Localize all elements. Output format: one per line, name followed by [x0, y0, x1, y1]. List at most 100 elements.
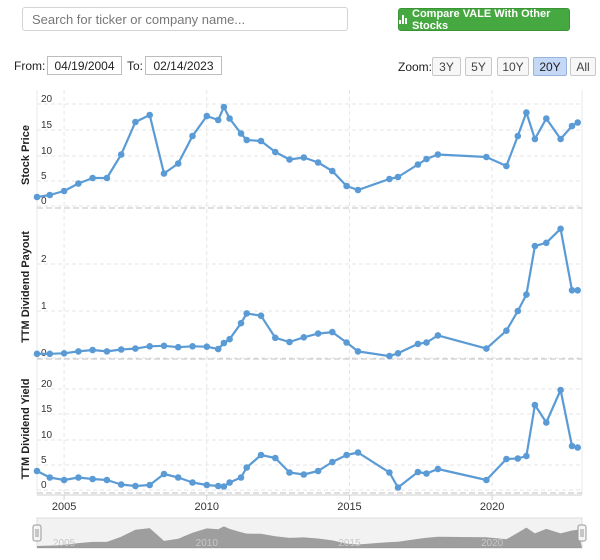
data-point: [160, 342, 168, 350]
compare-stocks-label: Compare VALE With Other Stocks: [412, 7, 551, 32]
navigator-right-handle[interactable]: [577, 524, 587, 542]
bar-chart-icon: [399, 15, 407, 24]
data-point: [243, 464, 250, 471]
data-point: [257, 137, 265, 145]
zoom-all-button[interactable]: All: [570, 57, 596, 76]
data-point: [394, 173, 402, 181]
data-point: [557, 225, 564, 233]
y-tick-label: 0: [41, 480, 47, 491]
data-point: [329, 458, 336, 466]
data-point: [214, 482, 222, 490]
data-point: [574, 444, 581, 451]
data-point: [103, 476, 111, 484]
data-point: [89, 174, 96, 182]
y-tick-label: 2: [41, 254, 47, 265]
search-input[interactable]: [22, 7, 348, 31]
data-point: [103, 174, 111, 182]
y-tick-label: 20: [41, 379, 53, 390]
data-point: [514, 132, 522, 140]
data-point: [354, 449, 362, 456]
y-axis-label: TTM Dividend Payout: [20, 231, 32, 343]
data-point: [314, 330, 322, 337]
data-point: [434, 465, 442, 473]
data-point: [514, 455, 522, 462]
data-point: [523, 452, 530, 460]
navigator-tick-label: 2020: [481, 538, 504, 549]
data-point: [214, 116, 222, 124]
data-point: [343, 339, 350, 346]
data-point: [531, 135, 539, 143]
navigator-series: [37, 526, 582, 548]
y-tick-label: 0: [41, 348, 47, 359]
panel-2: 0 1 2 TTM Dividend Payout: [20, 225, 582, 360]
data-point: [314, 159, 322, 166]
data-point: [160, 470, 168, 478]
data-point: [60, 476, 68, 484]
data-point: [237, 319, 245, 327]
navigator-tick-label: 2005: [53, 538, 76, 549]
data-point: [75, 180, 82, 187]
data-point: [300, 154, 308, 161]
data-point: [543, 419, 550, 426]
data-point: [503, 455, 510, 463]
data-point: [483, 345, 490, 352]
zoom-5y-button[interactable]: 5Y: [465, 57, 492, 76]
data-point: [414, 468, 422, 476]
zoom-3y-button[interactable]: 3Y: [432, 57, 461, 76]
data-point: [423, 470, 430, 477]
zoom-20y-button[interactable]: 20Y: [533, 57, 567, 76]
data-point: [75, 348, 82, 355]
data-point: [483, 476, 490, 484]
data-point: [117, 346, 125, 353]
data-point: [423, 339, 430, 346]
y-tick-label: 20: [41, 94, 53, 105]
navigator-left-handle[interactable]: [32, 524, 42, 542]
data-point: [257, 451, 265, 459]
y-tick-label: 15: [41, 404, 53, 415]
zoom-10y-button[interactable]: 10Y: [497, 57, 529, 76]
data-point: [132, 482, 139, 490]
data-point: [220, 103, 228, 111]
x-tick-label: 2005: [52, 501, 76, 513]
compare-stocks-button[interactable]: Compare VALE With Other Stocks: [398, 7, 570, 32]
data-point: [394, 484, 402, 491]
data-point: [343, 182, 350, 190]
data-point: [523, 109, 530, 116]
data-point: [132, 345, 139, 352]
data-point: [75, 474, 82, 481]
y-tick-label: 5: [41, 455, 47, 466]
data-point: [46, 474, 54, 481]
data-point: [503, 162, 510, 170]
data-point: [146, 481, 153, 489]
data-point: [237, 130, 245, 137]
data-point: [514, 307, 522, 315]
data-point: [434, 332, 442, 339]
data-point: [132, 118, 139, 126]
y-axis-label: Stock Price: [20, 125, 32, 185]
data-point: [117, 151, 125, 158]
data-point: [329, 328, 336, 336]
to-date-input[interactable]: [145, 56, 222, 75]
panel-1: 0 5 10 15 20 Stock Price: [20, 94, 582, 209]
data-point: [568, 287, 576, 294]
y-axis-label: TTM Dividend Yield: [20, 379, 32, 480]
data-point: [531, 401, 539, 409]
data-point: [286, 469, 293, 476]
data-point: [203, 481, 211, 489]
data-point: [89, 475, 96, 483]
data-point: [117, 481, 125, 488]
from-date-input[interactable]: [47, 56, 122, 75]
panel-3: 0 5 10 15 20 TTM Dividend Yield: [20, 379, 582, 494]
navigator-tick-label: 2010: [196, 538, 219, 549]
data-point: [354, 348, 362, 355]
data-point: [226, 479, 233, 486]
data-point: [237, 474, 245, 481]
data-point: [354, 186, 362, 194]
data-point: [33, 350, 41, 358]
data-point: [483, 153, 490, 161]
navigator: [36, 517, 583, 549]
from-label: From:: [14, 59, 46, 73]
data-point: [568, 122, 576, 130]
y-tick-label: 10: [41, 146, 53, 157]
